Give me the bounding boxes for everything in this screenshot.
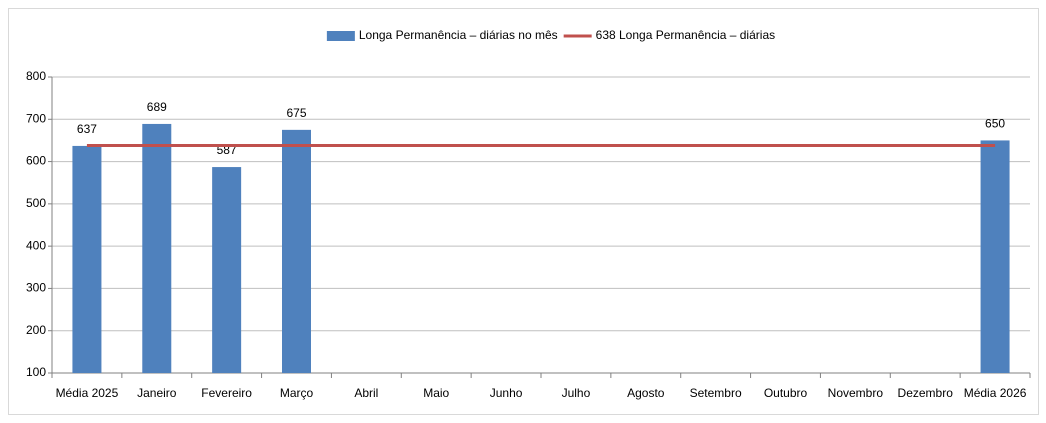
x-tick-label: Junho [490, 386, 523, 400]
x-tick-label: Média 2025 [56, 386, 119, 400]
y-tick-label: 700 [26, 111, 46, 125]
bar [142, 123, 172, 374]
x-tick-label: Fevereiro [201, 386, 252, 400]
x-tick-label: Maio [423, 386, 449, 400]
y-tick-label: 200 [26, 323, 46, 337]
x-tick-label: Dezembro [898, 386, 954, 400]
y-tick-label: 400 [26, 238, 46, 252]
x-tick-label: Março [280, 386, 314, 400]
x-tick-label: Média 2026 [964, 386, 1027, 400]
y-tick-label: 600 [26, 154, 46, 168]
legend-swatch [326, 31, 355, 41]
x-tick-label: Agosto [627, 386, 665, 400]
x-tick-label: Setembro [690, 386, 742, 400]
data-label: 637 [77, 122, 97, 136]
x-tick-label: Abril [354, 386, 378, 400]
bar [212, 167, 242, 373]
chart-frame [8, 8, 1039, 415]
data-label: 675 [286, 106, 306, 120]
x-tick-label: Novembro [828, 386, 884, 400]
legend-label: 638 Longa Permanência – diárias [596, 28, 775, 42]
y-tick-label: 100 [26, 365, 46, 379]
x-tick-label: Outubro [764, 386, 808, 400]
y-tick-label: 300 [26, 281, 46, 295]
data-label: 650 [985, 117, 1005, 131]
x-tick-label: Janeiro [137, 386, 177, 400]
bar [980, 140, 1010, 373]
y-tick-label: 500 [26, 196, 46, 210]
bar [282, 129, 311, 373]
legend-label: Longa Permanência – diárias no mês [359, 28, 558, 42]
y-tick-label: 800 [26, 69, 46, 83]
bar [72, 145, 102, 373]
x-tick-label: Julho [562, 386, 591, 400]
data-label: 689 [147, 100, 167, 114]
